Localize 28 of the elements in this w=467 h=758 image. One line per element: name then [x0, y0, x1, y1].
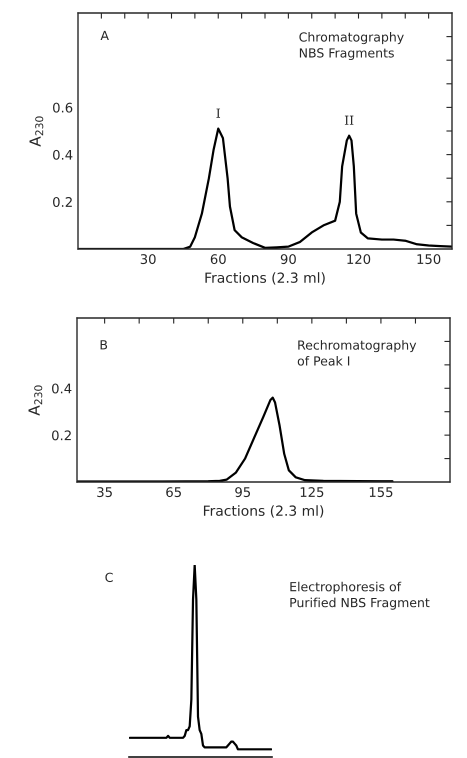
y-axis-title: A$_{230}$ [29, 116, 44, 147]
x-tick-label: 65 [166, 487, 181, 498]
text: Electrophoresis of Purified NBS Fragment [290, 582, 430, 610]
y-tick-label: 0.2 [52, 430, 71, 440]
annotation: II [344, 116, 354, 125]
y-tick-label: 0.6 [53, 102, 72, 113]
y-tick-label: 0.2 [53, 197, 72, 207]
annotation: Chromatography NBS Fragments [299, 32, 404, 60]
annotation: A [100, 30, 109, 40]
annotation: I [216, 108, 220, 118]
x-tick-label: 90 [280, 254, 296, 264]
x-tick-label: 35 [97, 487, 112, 498]
y-axis-title: A$_{230}$ [28, 385, 42, 416]
annotation: Rechromatography of Peak I [298, 340, 416, 366]
x-axis-title: Fractions (2.3 ml) [205, 272, 325, 285]
x-tick-label: 120 [347, 254, 370, 264]
x-axis-title: Fractions (2.3 ml) [204, 505, 324, 518]
x-tick-label: 150 [417, 254, 440, 264]
text: C [105, 572, 113, 582]
y-tick-label: 0.4 [53, 150, 72, 160]
x-tick-label: 30 [140, 254, 156, 264]
x-tick-label: 155 [370, 487, 392, 498]
y-tick-label: 0.4 [52, 384, 72, 394]
x-tick-label: 125 [300, 487, 324, 498]
line-series [77, 396, 394, 482]
annotation: B [100, 340, 108, 350]
x-tick-label: 95 [235, 487, 250, 498]
x-tick-label: 60 [210, 254, 226, 264]
